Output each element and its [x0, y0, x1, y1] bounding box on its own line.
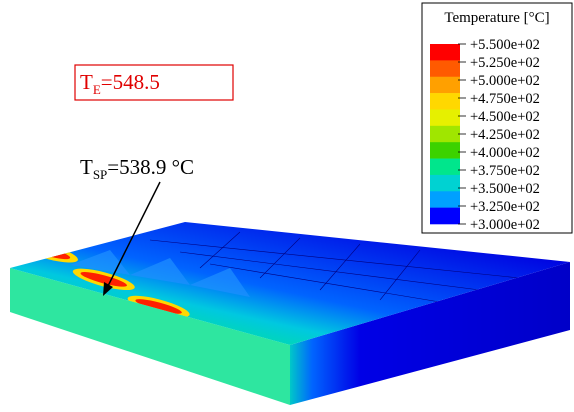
- legend-label: +3.250e+02: [470, 199, 540, 215]
- color-swatch: [430, 93, 460, 110]
- subscript: SP: [93, 167, 107, 182]
- symbol: T: [80, 70, 93, 94]
- color-swatch: [430, 208, 460, 225]
- value-text: =538.9 °C: [107, 155, 194, 179]
- legend-label: +3.750e+02: [470, 163, 540, 179]
- legend-label: +3.500e+02: [470, 181, 540, 197]
- color-swatch: [430, 191, 460, 208]
- color-swatch: [430, 159, 460, 176]
- legend-label: +3.000e+02: [470, 217, 540, 233]
- legend-label: +4.750e+02: [470, 91, 540, 107]
- legend-label: +4.500e+02: [470, 109, 540, 125]
- color-swatch: [430, 77, 460, 94]
- color-swatch: [430, 126, 460, 143]
- color-swatch: [430, 60, 460, 77]
- annotation-t-sp: TSP=538.9 °C: [80, 155, 194, 182]
- legend-label: +5.500e+02: [470, 37, 540, 53]
- legend-label: +4.000e+02: [470, 145, 540, 161]
- legend: Temperature [°C] +5.500e+02 +5.250e+02 +5.…: [422, 3, 572, 233]
- symbol: T: [80, 155, 93, 179]
- annotation-t-e: TE=548.5: [80, 70, 160, 97]
- legend-label: +5.000e+02: [470, 73, 540, 89]
- color-swatch: [430, 109, 460, 126]
- legend-label: +4.250e+02: [470, 127, 540, 143]
- subscript: E: [93, 82, 101, 97]
- value-text: =548.5: [101, 70, 160, 94]
- fea-model: [9, 222, 570, 405]
- color-swatch: [430, 142, 460, 159]
- figure: TE=548.5 TSP=538.9 °C Temperature [°C] +…: [0, 0, 574, 412]
- legend-title: Temperature [°C]: [444, 10, 549, 26]
- legend-label: +5.250e+02: [470, 55, 540, 71]
- color-swatch: [430, 175, 460, 192]
- color-swatch: [430, 44, 460, 61]
